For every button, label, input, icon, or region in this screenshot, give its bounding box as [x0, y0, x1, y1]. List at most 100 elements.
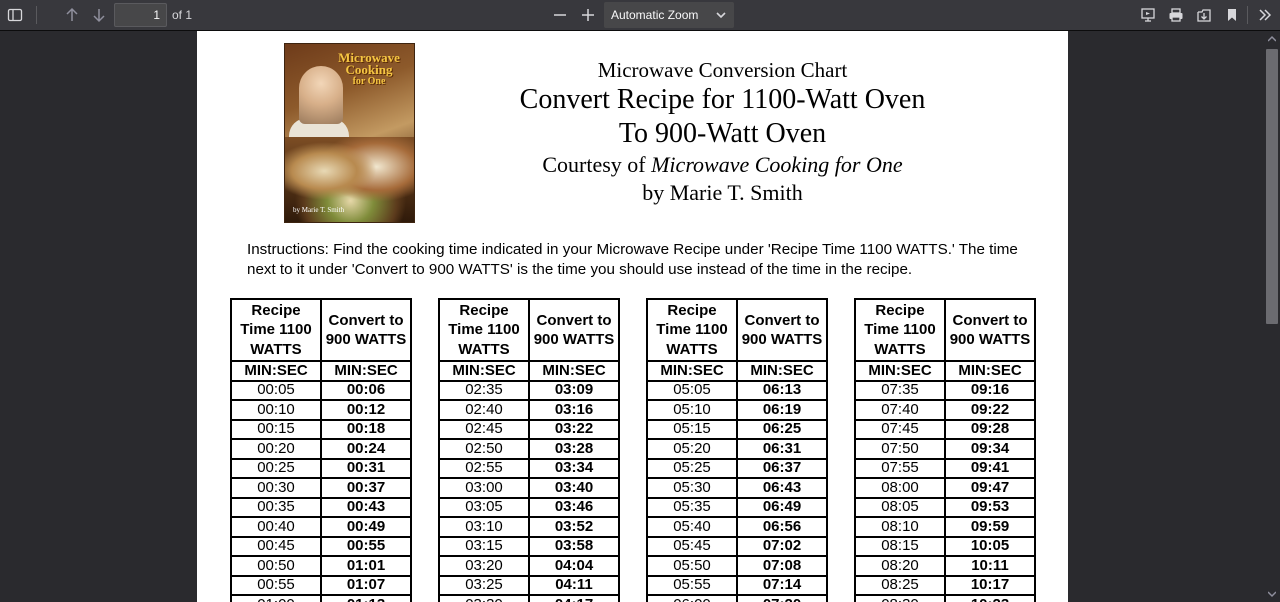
recipe-time-cell: 02:40: [438, 399, 530, 421]
recipe-time-cell: 05:30: [646, 477, 738, 499]
presentation-mode-button[interactable]: [1136, 3, 1160, 27]
recipe-time-cell: 00:05: [230, 379, 322, 401]
table-row: 05:10 06:19: [646, 399, 828, 421]
save-button[interactable]: [1192, 3, 1216, 27]
converted-time-cell: 06:37: [736, 457, 828, 479]
converted-time-cell: 07:20: [736, 594, 828, 602]
header-convert-time: Convert to 900 WATTS: [528, 298, 620, 362]
scroll-down-arrow-icon[interactable]: [1268, 590, 1276, 598]
table-row: 03:15 03:58: [438, 535, 620, 557]
recipe-time-cell: 07:50: [854, 438, 946, 460]
unit-header-cell: MIN:SEC: [854, 360, 946, 382]
converted-time-cell: 04:17: [528, 594, 620, 602]
download-icon: [1197, 9, 1211, 22]
courtesy-line: Courtesy of Microwave Cooking for One: [455, 151, 990, 179]
scroll-up-arrow-icon[interactable]: [1268, 35, 1276, 43]
table-row: 00:35 00:43: [230, 496, 412, 518]
zoom-out-button[interactable]: [548, 3, 572, 27]
table-row: 05:35 06:49: [646, 496, 828, 518]
table-row: 05:15 06:25: [646, 418, 828, 440]
converted-time-cell: 07:02: [736, 535, 828, 557]
table-row: 05:25 06:37: [646, 457, 828, 479]
header-recipe-time: Recipe Time 1100 WATTS: [438, 298, 530, 362]
unit-header-cell: MIN:SEC: [528, 360, 620, 382]
cover-title-line: Microwave: [338, 50, 400, 65]
vertical-scrollbar[interactable]: [1264, 31, 1280, 602]
converted-time-cell: 10:11: [944, 555, 1036, 577]
recipe-time-cell: 05:05: [646, 379, 738, 401]
bookmark-icon: [1228, 9, 1236, 21]
table-row: 00:05 00:06: [230, 379, 412, 401]
recipe-time-cell: 03:20: [438, 555, 530, 577]
zoom-select[interactable]: Automatic Zoom: [604, 2, 734, 28]
recipe-time-cell: 03:05: [438, 496, 530, 518]
converted-time-cell: 00:31: [320, 457, 412, 479]
recipe-time-cell: 02:35: [438, 379, 530, 401]
print-button[interactable]: [1164, 3, 1188, 27]
converted-time-cell: 00:43: [320, 496, 412, 518]
table-row: 08:00 09:47: [854, 477, 1036, 499]
converted-time-cell: 09:53: [944, 496, 1036, 518]
converted-time-cell: 10:23: [944, 594, 1036, 602]
next-page-button[interactable]: [87, 3, 111, 27]
table-row: 01:0001:13: [230, 594, 412, 602]
converted-time-cell: 10:05: [944, 535, 1036, 557]
converted-time-cell: 07:14: [736, 574, 828, 596]
table-row: 07:55 09:41: [854, 457, 1036, 479]
recipe-time-cell: 00:10: [230, 399, 322, 421]
author-line: by Marie T. Smith: [642, 180, 803, 205]
table-row: 02:45 03:22: [438, 418, 620, 440]
converted-time-cell: 06:25: [736, 418, 828, 440]
pdf-toolbar: of 1 Automatic Zoom: [0, 0, 1280, 31]
conversion-table: Recipe Time 1100 WATTS Convert to 900 WAT…: [230, 298, 412, 602]
recipe-time-cell: 00:50: [230, 555, 322, 577]
recipe-time-cell: 03:15: [438, 535, 530, 557]
recipe-time-cell: 03:25: [438, 574, 530, 596]
table-row: 05:45 07:02: [646, 535, 828, 557]
converted-time-cell: 03:16: [528, 399, 620, 421]
zoom-in-button[interactable]: [576, 3, 600, 27]
recipe-time-cell: 08:00: [854, 477, 946, 499]
table-row: 00:45 00:55: [230, 535, 412, 557]
cover-food-photo: [285, 137, 414, 222]
tools-menu-button[interactable]: [1253, 3, 1277, 27]
recipe-time-cell: 05:45: [646, 535, 738, 557]
recipe-time-cell: 03:10: [438, 516, 530, 538]
plus-icon: [582, 9, 594, 21]
table-row: 07:50 09:34: [854, 438, 1036, 460]
converted-time-cell: 01:01: [320, 555, 412, 577]
converted-time-cell: 03:34: [528, 457, 620, 479]
converted-time-cell: 00:49: [320, 516, 412, 538]
sidebar-toggle-button[interactable]: [3, 3, 27, 27]
recipe-time-cell: 08:10: [854, 516, 946, 538]
table-row: 00:25 00:31: [230, 457, 412, 479]
recipe-time-cell: 00:55: [230, 574, 322, 596]
bookmark-button[interactable]: [1220, 3, 1244, 27]
zoom-select-value: Automatic Zoom: [611, 8, 699, 22]
table-row: 05:20 06:31: [646, 438, 828, 460]
recipe-time-cell: 08:15: [854, 535, 946, 557]
document-viewer: Microwave Cooking for One by Marie T. Sm…: [0, 31, 1280, 602]
sidebar-icon: [7, 8, 23, 22]
cover-title-line: for One: [352, 76, 386, 87]
converted-time-cell: 06:43: [736, 477, 828, 499]
scrollbar-thumb[interactable]: [1266, 49, 1278, 324]
recipe-time-cell: 03:00: [438, 477, 530, 499]
converted-time-cell: 09:16: [944, 379, 1036, 401]
table-row: 02:50 03:28: [438, 438, 620, 460]
converted-time-cell: 03:22: [528, 418, 620, 440]
converted-time-cell: 07:08: [736, 555, 828, 577]
recipe-time-cell: 02:50: [438, 438, 530, 460]
table-row: 03:20 04:04: [438, 555, 620, 577]
unit-header-cell: MIN:SEC: [944, 360, 1036, 382]
page-number-input[interactable]: [114, 3, 167, 27]
converted-time-cell: 04:04: [528, 555, 620, 577]
converted-time-cell: 06:31: [736, 438, 828, 460]
converted-time-cell: 03:46: [528, 496, 620, 518]
table-row: 08:3010:23: [854, 594, 1036, 602]
converted-time-cell: 09:41: [944, 457, 1036, 479]
previous-page-button[interactable]: [60, 3, 84, 27]
converted-time-cell: 09:34: [944, 438, 1036, 460]
recipe-time-cell: 00:25: [230, 457, 322, 479]
converted-time-cell: 03:52: [528, 516, 620, 538]
